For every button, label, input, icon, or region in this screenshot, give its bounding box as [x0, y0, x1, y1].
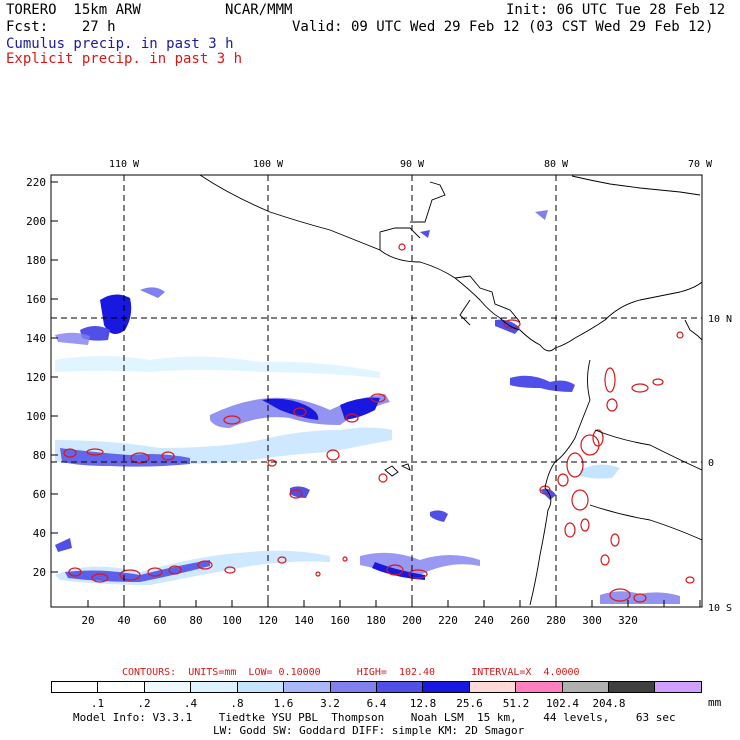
model-title: TORERO 15km ARW	[6, 2, 141, 18]
x-tick-label: 200	[402, 614, 422, 627]
y-axis-ticks	[51, 181, 58, 573]
colorbar-label: 12.8	[409, 697, 437, 710]
colorbar-label: 102.4	[545, 697, 580, 710]
lon-label-100w: 100 W	[253, 159, 284, 170]
x-tick-label: 320	[618, 614, 638, 627]
y-tick-label: 60	[33, 488, 46, 501]
x-tick-label: 100	[222, 614, 242, 627]
colorbar-label: 1.6	[273, 697, 294, 710]
x-tick-label: 180	[366, 614, 386, 627]
x-axis-ticks	[87, 600, 701, 607]
valid-time: Valid: 09 UTC Wed 29 Feb 12 (03 CST Wed …	[292, 19, 714, 35]
y-tick-label: 200	[26, 215, 46, 228]
colorbar-label: 6.4	[366, 697, 387, 710]
explicit-precip-contours	[63, 243, 695, 603]
init-time: Init: 06 UTC Tue 28 Feb 12	[506, 2, 726, 18]
colorbar-label: 51.2	[502, 697, 530, 710]
y-tick-label: 80	[33, 449, 46, 462]
coastlines	[199, 175, 702, 606]
y-tick-label: 220	[26, 176, 46, 189]
y-tick-label: 140	[26, 332, 46, 345]
colorbar-label: .4	[183, 697, 198, 710]
x-tick-label: 20	[81, 614, 94, 627]
colorbar-segment	[191, 682, 238, 692]
model-info: Model Info: V3.3.1 Tiedtke YSU PBL Thomp…	[73, 711, 676, 724]
explicit-legend: Explicit precip. in past 3 h	[6, 51, 243, 67]
lon-label-80w: 80 W	[544, 159, 569, 170]
cumulus-precip-areas	[55, 210, 680, 604]
colorbar-segment	[376, 682, 424, 692]
y-tick-label: 180	[26, 254, 46, 267]
x-tick-label: 60	[153, 614, 166, 627]
lat-label-10n: 10 N	[708, 314, 732, 325]
colorbar-segment	[330, 682, 377, 692]
x-tick-label: 120	[258, 614, 278, 627]
colorbar-units: mm	[708, 696, 722, 709]
lat-label-10s: 10 S	[708, 603, 732, 614]
colorbar-segment	[284, 682, 331, 692]
x-tick-label: 240	[474, 614, 494, 627]
colorbar-segment	[562, 682, 610, 692]
y-tick-label: 100	[26, 410, 46, 423]
forecast-hour: Fcst: 27 h	[6, 19, 116, 35]
colorbar-label: .2	[137, 697, 151, 710]
colorbar-segment	[144, 682, 192, 692]
colorbar-segment	[516, 682, 563, 692]
y-tick-label: 120	[26, 371, 46, 384]
map-frame	[50, 174, 703, 608]
contours-info: CONTOURS: UNITS=mm LOW= 0.10000 HIGH= 10…	[122, 667, 580, 678]
x-tick-label: 260	[510, 614, 530, 627]
colorbar-segment	[52, 682, 99, 692]
colorbar-labels: .1 .2 .4 .8 1.6 3.2 6.4 12.8 25.6 51.2 102.4 204.8	[51, 697, 702, 710]
colorbar-segment	[237, 682, 285, 692]
org-label: NCAR/MMM	[225, 2, 293, 18]
colorbar-segment	[609, 682, 656, 692]
colorbar-label: 25.6	[456, 697, 483, 710]
colorbar-label: .8	[230, 697, 244, 710]
x-tick-label: 80	[189, 614, 202, 627]
colorbar-segment	[469, 682, 517, 692]
y-tick-label: 20	[33, 566, 46, 579]
lon-label-70w: 70 W	[688, 159, 713, 170]
colorbar-segment	[98, 682, 145, 692]
cumulus-legend: Cumulus precip. in past 3 h	[6, 36, 234, 52]
y-tick-label: 40	[33, 527, 46, 540]
colorbar-label: 204.8	[592, 697, 626, 710]
x-tick-label: 140	[294, 614, 314, 627]
physics-info: LW: Godd SW: Goddard DIFF: simple KM: 2D…	[213, 724, 525, 737]
colorbar-segment	[423, 682, 470, 692]
colorbar-label: .1	[90, 697, 105, 710]
x-tick-label: 40	[117, 614, 130, 627]
lat-label-0: 0	[708, 458, 714, 469]
lon-label-90w: 90 W	[400, 159, 425, 170]
colorbar-segment	[655, 682, 701, 692]
colorbar	[51, 681, 702, 693]
y-tick-label: 160	[26, 293, 46, 306]
x-tick-label: 160	[330, 614, 350, 627]
colorbar-label: 3.2	[320, 697, 340, 710]
lon-label-110w: 110 W	[109, 159, 140, 170]
x-tick-label: 280	[546, 614, 566, 627]
x-tick-label: 220	[438, 614, 458, 627]
lat-lon-grid	[51, 175, 702, 607]
x-tick-label: 300	[582, 614, 602, 627]
